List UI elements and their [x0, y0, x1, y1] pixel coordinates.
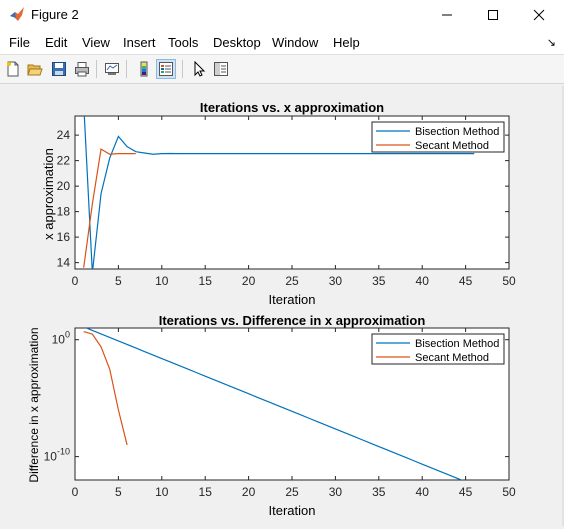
menu-window[interactable]: Window	[272, 35, 318, 50]
property-inspector-icon[interactable]	[211, 59, 231, 79]
legend-entry: Bisection Method	[415, 338, 499, 350]
toolbar-separator	[126, 60, 127, 78]
toolbar-separator	[96, 60, 97, 78]
menu-desktop[interactable]: Desktop	[213, 35, 261, 50]
minimize-button[interactable]	[424, 0, 470, 30]
x-tick-label: 5	[115, 274, 122, 288]
menu-edit[interactable]: Edit	[45, 35, 67, 50]
x-tick-label: 35	[372, 485, 386, 499]
save-icon[interactable]	[49, 59, 69, 79]
x-tick-label: 20	[242, 274, 256, 288]
legend-entry: Secant Method	[415, 352, 489, 364]
close-button[interactable]	[516, 0, 562, 30]
x-tick-label: 35	[372, 274, 386, 288]
x-tick-label: 30	[329, 274, 343, 288]
matlab-logo-icon	[9, 6, 25, 22]
y-tick-label: 10-10	[44, 447, 70, 464]
menu-bar: File Edit View Insert Tools Desktop Wind…	[0, 30, 564, 55]
y-tick-label: 24	[57, 128, 71, 142]
x-tick-label: 40	[416, 274, 430, 288]
figure-toolbar	[0, 55, 564, 84]
legend-entry: Bisection Method	[415, 126, 499, 138]
figure-canvas[interactable]: 0 5 10 15 20 25 30 35 40 45 50 14 16 18 20 22 24 Bisectio…	[2, 86, 560, 526]
link-plot-icon[interactable]	[102, 59, 122, 79]
legend[interactable]: Bisection Method Secant Method	[372, 334, 504, 364]
y-tick-label: 16	[57, 230, 71, 244]
y-tick-label: 20	[57, 179, 71, 193]
bottom-axes[interactable]: 0 5 10 15 20 25 30 35 40 45 50 100 10-10 Bisection Me…	[27, 313, 516, 518]
new-figure-icon[interactable]	[3, 59, 23, 79]
x-tick-label: 25	[285, 274, 299, 288]
x-tick-label: 10	[155, 485, 169, 499]
x-tick-label: 45	[459, 274, 473, 288]
y-tick-label: 14	[57, 256, 71, 270]
toolbar-separator	[182, 60, 183, 78]
top-axes[interactable]: 0 5 10 15 20 25 30 35 40 45 50 14 16 18 20 22 24 Bisectio…	[41, 100, 516, 307]
menu-view[interactable]: View	[82, 35, 110, 50]
menu-insert[interactable]: Insert	[123, 35, 156, 50]
menu-file[interactable]: File	[9, 35, 30, 50]
insert-legend-icon[interactable]	[156, 59, 176, 79]
top-y-axis-label: x approximation	[41, 148, 56, 240]
maximize-icon	[487, 9, 499, 21]
x-tick-label: 45	[459, 485, 473, 499]
x-tick-label: 30	[329, 485, 343, 499]
pointer-icon[interactable]	[189, 59, 209, 79]
legend[interactable]: Bisection Method Secant Method	[372, 122, 504, 152]
menu-tools[interactable]: Tools	[168, 35, 198, 50]
y-tick-label: 18	[57, 205, 71, 219]
x-tick-label: 15	[199, 274, 213, 288]
print-icon[interactable]	[72, 59, 92, 79]
top-chart-title: Iterations vs. x approximation	[200, 100, 384, 115]
x-tick-label: 5	[115, 485, 122, 499]
insert-colorbar-icon[interactable]	[134, 59, 154, 79]
bottom-chart-title: Iterations vs. Difference in x approxima…	[159, 313, 426, 328]
x-tick-label: 20	[242, 485, 256, 499]
window-title: Figure 2	[31, 7, 79, 22]
x-tick-label: 25	[285, 485, 299, 499]
window-titlebar[interactable]: Figure 2	[0, 0, 564, 30]
menu-help[interactable]: Help	[333, 35, 360, 50]
open-file-icon[interactable]	[25, 59, 45, 79]
close-icon	[533, 9, 545, 21]
y-tick-label: 100	[52, 330, 70, 347]
minimize-icon	[441, 9, 453, 21]
x-tick-label: 50	[502, 274, 516, 288]
x-tick-label: 15	[199, 485, 213, 499]
y-tick-label: 22	[57, 154, 71, 168]
bottom-y-axis-label: Difference in x approximation	[27, 327, 41, 482]
x-tick-label: 0	[72, 274, 79, 288]
top-x-axis-label: Iteration	[269, 292, 316, 307]
dock-arrow-icon[interactable]: ↘	[547, 36, 556, 49]
x-tick-label: 40	[416, 485, 430, 499]
x-tick-label: 50	[502, 485, 516, 499]
bottom-x-axis-label: Iteration	[269, 503, 316, 518]
x-tick-label: 0	[72, 485, 79, 499]
maximize-button[interactable]	[470, 0, 516, 30]
legend-entry: Secant Method	[415, 140, 489, 152]
x-tick-label: 10	[155, 274, 169, 288]
